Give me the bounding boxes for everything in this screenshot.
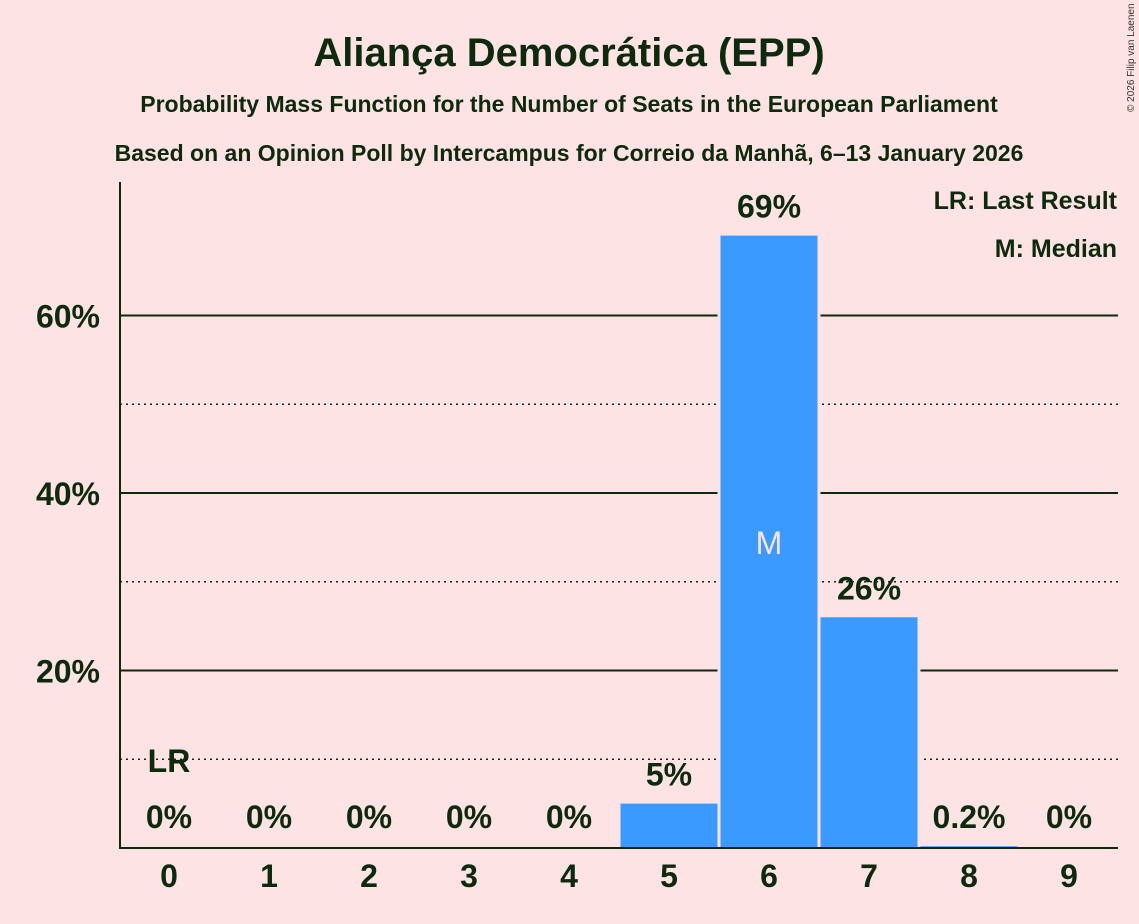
value-label: 0.2% <box>933 799 1006 835</box>
bars <box>617 235 1021 848</box>
gridlines: 20% 40% 60% <box>36 299 1118 760</box>
x-tick-label: 4 <box>560 858 578 894</box>
chart-title: Aliança Democrática (EPP) <box>313 31 824 75</box>
y-tick-label: 40% <box>36 476 100 512</box>
x-tick-label: 0 <box>160 858 178 894</box>
median-marker: M <box>756 525 783 561</box>
x-tick-label: 5 <box>660 858 678 894</box>
value-label: 26% <box>837 570 901 606</box>
x-tick-label: 7 <box>860 858 878 894</box>
copyright-note: © 2026 Filip van Laenen <box>1126 3 1137 112</box>
bar-seats-7 <box>820 617 918 848</box>
chart-source: Based on an Opinion Poll by Intercampus … <box>115 140 1024 166</box>
bar-seats-6 <box>720 235 818 848</box>
axes <box>119 182 1118 849</box>
x-tick-label: 8 <box>960 858 978 894</box>
chart-subtitle: Probability Mass Function for the Number… <box>140 91 998 117</box>
x-tick-label: 2 <box>360 858 378 894</box>
value-label: 0% <box>246 799 292 835</box>
bar-seats-5 <box>620 803 718 848</box>
value-label: 5% <box>646 757 692 793</box>
value-label: 0% <box>546 799 592 835</box>
value-label: 0% <box>346 799 392 835</box>
x-tick-label: 6 <box>760 858 778 894</box>
value-label: 0% <box>1046 799 1092 835</box>
x-tick-label: 3 <box>460 858 478 894</box>
value-label: 69% <box>737 189 801 225</box>
x-tick-label: 1 <box>260 858 278 894</box>
y-tick-label: 20% <box>36 654 100 690</box>
x-tick-label: 9 <box>1060 858 1078 894</box>
value-label: 0% <box>146 799 192 835</box>
y-tick-label: 60% <box>36 299 100 335</box>
legend-last-result: LR: Last Result <box>934 187 1118 215</box>
value-label: 0% <box>446 799 492 835</box>
legend-median: M: Median <box>995 235 1117 263</box>
value-labels: 0% 0 0% 1 0% 2 0% 3 0% 4 5% 5 69% 6 26% 7 0.2% 8 0% 9 LR M <box>146 189 1092 895</box>
last-result-marker: LR <box>148 743 191 779</box>
